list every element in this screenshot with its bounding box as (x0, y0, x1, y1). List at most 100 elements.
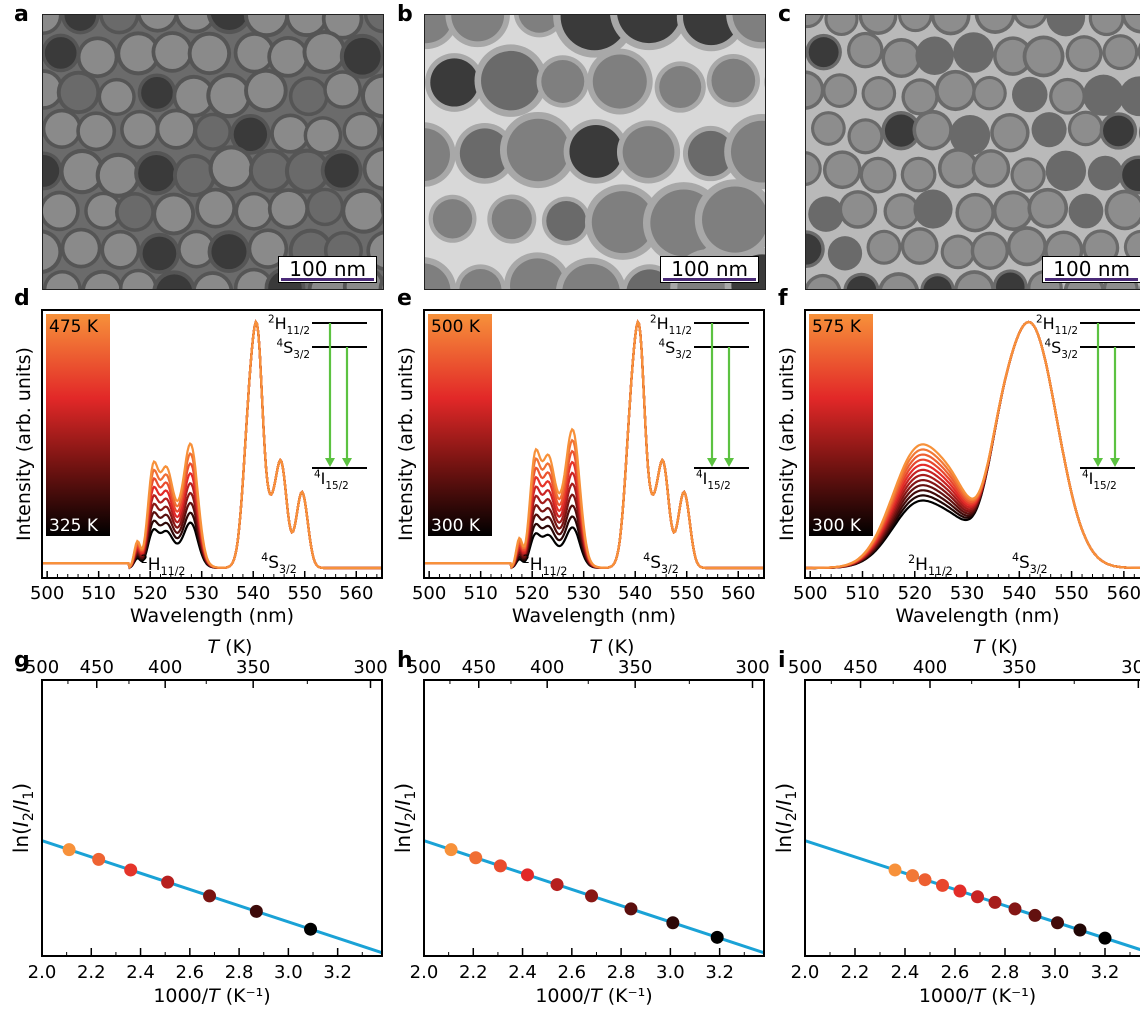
tem-particle (730, 120, 765, 183)
tem-particle (366, 151, 383, 187)
tem-particle (957, 273, 992, 289)
tem-particle (850, 35, 881, 66)
peak-label-2H: 2H11/2 (908, 553, 953, 578)
tem-particle (43, 233, 59, 270)
tem-particle (956, 35, 991, 70)
peak-label-2H: 2H11/2 (523, 553, 568, 578)
x-axis-label: Wavelength (nm) (130, 605, 294, 627)
tem-particle (481, 50, 541, 111)
data-point (1028, 908, 1042, 922)
y-axis-label: ln(I2/I1) (391, 783, 419, 853)
y-axis-label: ln(I2/I1) (772, 783, 800, 853)
tem-particle (659, 66, 702, 109)
colorbar-top-label: 500 K (431, 317, 481, 337)
tem-particle (1026, 39, 1061, 74)
panel-letter-f: f (778, 286, 788, 311)
tem-particle (1124, 15, 1140, 30)
x-axis-label: 1000/T (K⁻¹) (535, 985, 652, 1007)
tem-particle (506, 118, 570, 182)
x-tick-label: 530 (567, 583, 601, 604)
tem-particle (938, 73, 973, 108)
peak-label-2H: 2H11/2 (141, 553, 186, 578)
data-point (124, 863, 138, 877)
tem-particle (43, 194, 77, 228)
tem-particle (830, 239, 860, 268)
tem-particle (140, 15, 175, 29)
tem-particle (993, 116, 1027, 149)
tem-particle (451, 15, 505, 42)
tem-particle (592, 54, 647, 109)
spectrum-series-11 (805, 320, 1140, 570)
tem-particle (306, 34, 343, 71)
level-label-4I: 4I15/2 (696, 469, 731, 492)
x-axis-label: 1000/T (K⁻¹) (919, 985, 1036, 1007)
tem-particle (1126, 233, 1140, 261)
x-tick-label: 560 (721, 583, 755, 604)
tem-particle (309, 191, 341, 223)
tem-particle (1091, 15, 1122, 33)
x-tick-label: 2.6 (941, 962, 970, 983)
level-label-4S: 4S3/2 (276, 338, 310, 361)
tem-particle (292, 79, 326, 113)
data-point (953, 884, 967, 898)
tem-particle (80, 40, 115, 75)
tem-particle (289, 15, 325, 34)
tem-particle (180, 233, 213, 266)
tem-particle (141, 76, 173, 109)
x-axis-label: Wavelength (nm) (895, 605, 1059, 627)
panel-letter-i: i (778, 648, 786, 673)
x-tick-label: 3.2 (1091, 962, 1120, 983)
arrhenius-frame (41, 679, 383, 957)
transition-arrowhead (325, 458, 335, 467)
tem-particle (237, 35, 272, 70)
x-tick-label: 3.0 (656, 962, 685, 983)
tem-particle (996, 272, 1025, 289)
x-tick-label: 550 (670, 583, 704, 604)
arrhenius-frame (423, 679, 765, 957)
tem-particle (459, 269, 502, 289)
data-point (161, 875, 175, 889)
tem-particle (901, 15, 930, 30)
tem-particle (806, 154, 819, 183)
tem-particle (842, 193, 874, 226)
x-tick-label: 2.2 (77, 962, 106, 983)
tem-particle (1086, 78, 1121, 113)
tem-particle (1122, 158, 1140, 192)
y-axis-label: ln(I2/I1) (9, 783, 37, 853)
x-tick-label: 2.2 (841, 962, 870, 983)
tem-particle (1085, 232, 1116, 263)
top-axis-label: T (K) (208, 636, 253, 658)
transition-arrowhead (707, 458, 717, 467)
x-tick-label: 2.8 (225, 962, 254, 983)
data-point (918, 873, 932, 887)
tem-particle (807, 277, 838, 289)
tem-particle (975, 152, 1007, 185)
tem-particle (237, 271, 271, 289)
top-tick-label: 400 (913, 657, 947, 678)
tem-particle (120, 35, 157, 72)
tem-particle (122, 272, 155, 289)
tem-particle (345, 115, 378, 147)
tem-particle (345, 192, 383, 230)
x-tick-label: 550 (288, 583, 322, 604)
x-tick-label: 2.4 (126, 962, 155, 983)
tem-particle (273, 117, 307, 151)
x-tick-label: 510 (845, 583, 879, 604)
tem-particle-rim (380, 198, 383, 219)
data-point (1051, 916, 1064, 930)
data-point (888, 863, 902, 877)
panel-letter-a: a (14, 2, 29, 27)
tem-particle (425, 128, 450, 181)
colorbar-top-label: 575 K (812, 317, 862, 337)
tem-particle (958, 196, 992, 229)
panel-letter-c: c (778, 2, 792, 27)
top-tick-label: 450 (80, 657, 114, 678)
tem-particle (518, 15, 561, 33)
panel-letter-h: h (397, 648, 413, 673)
tem-image-c: 100 nm (805, 14, 1140, 290)
tem-particle (325, 15, 360, 36)
x-tick-label: 2.0 (28, 962, 57, 983)
tem-particle (156, 274, 192, 289)
tem-particle (687, 130, 734, 177)
